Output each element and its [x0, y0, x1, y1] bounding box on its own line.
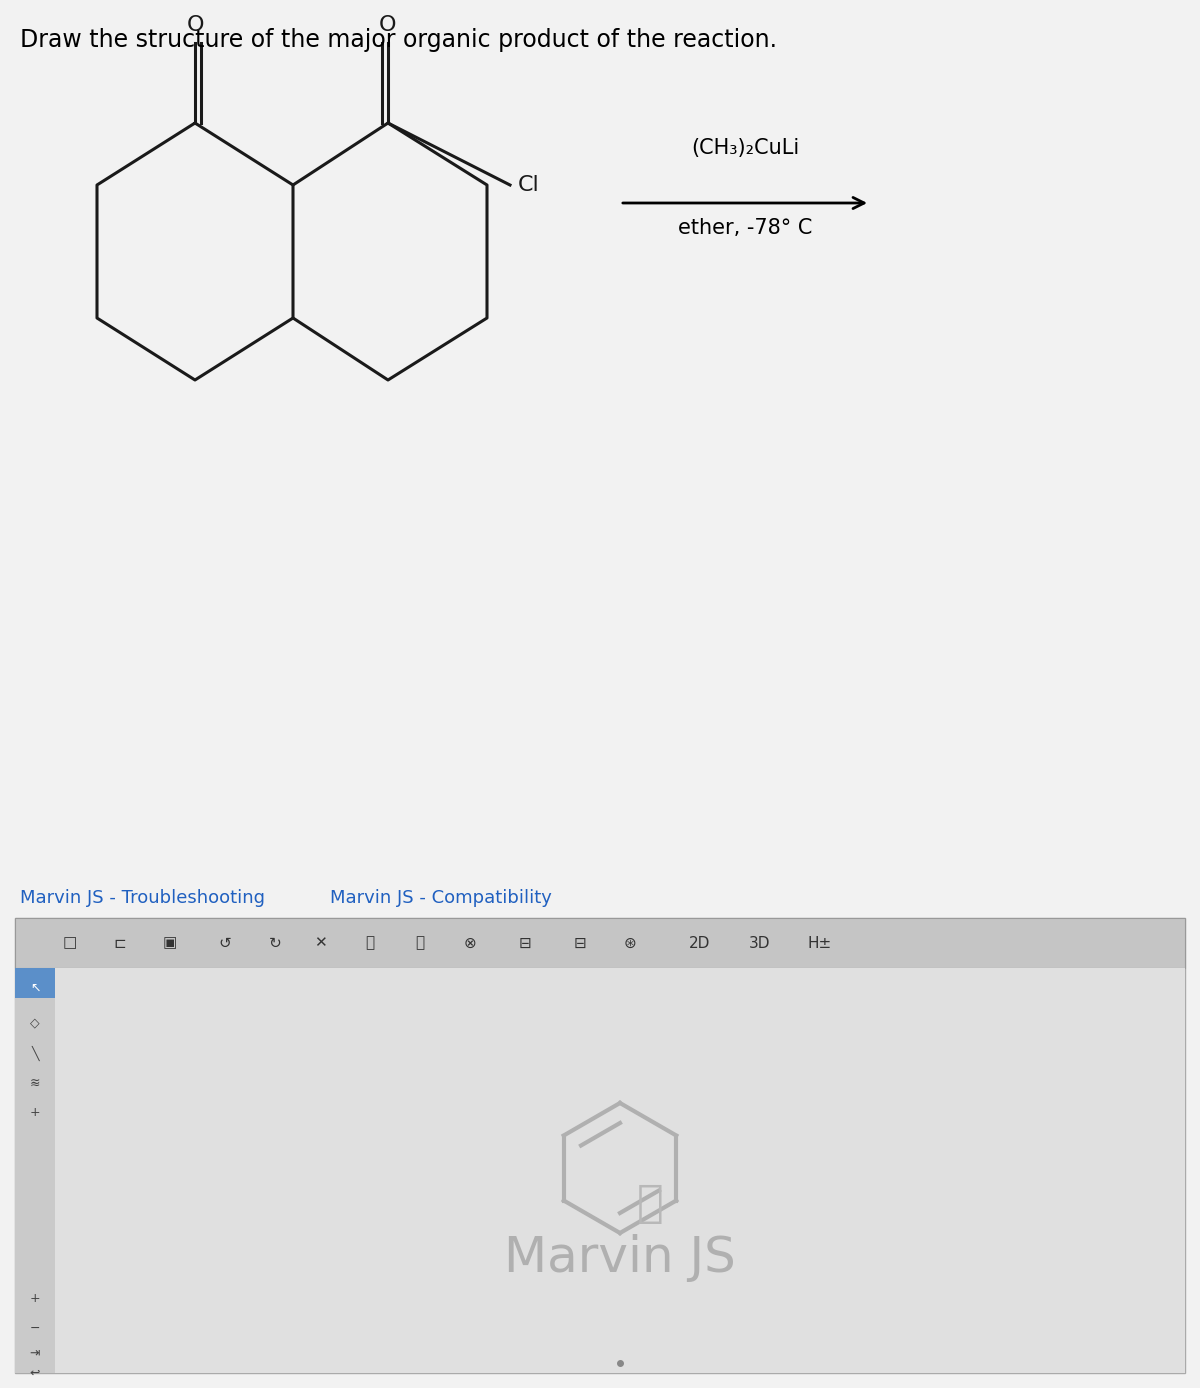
Text: ⊟: ⊟: [518, 936, 532, 951]
Text: +: +: [30, 1291, 41, 1305]
Text: ⊛: ⊛: [624, 936, 636, 951]
Text: O: O: [186, 15, 204, 35]
Text: ⧉: ⧉: [415, 936, 425, 951]
Text: H±: H±: [808, 936, 832, 951]
Bar: [14, 917, 1186, 1373]
Text: Marvin JS: Marvin JS: [504, 1234, 736, 1283]
Text: ↖: ↖: [30, 981, 41, 994]
Text: 🖱: 🖱: [637, 1181, 664, 1224]
Text: ╲: ╲: [31, 1045, 38, 1060]
Text: 2D: 2D: [689, 936, 710, 951]
Text: −: −: [30, 1321, 41, 1334]
Bar: [0, 0, 1200, 917]
Text: ↺: ↺: [218, 936, 232, 951]
Text: +: +: [30, 1106, 41, 1120]
Bar: [14, 917, 1186, 967]
Text: ✕: ✕: [313, 936, 326, 951]
Text: ◇: ◇: [30, 1016, 40, 1030]
Text: Marvin JS - Compatibility: Marvin JS - Compatibility: [330, 888, 552, 906]
Text: Cl: Cl: [518, 175, 540, 194]
Text: ether, -78° C: ether, -78° C: [678, 218, 812, 237]
Text: Draw the structure of the major organic product of the reaction.: Draw the structure of the major organic …: [20, 28, 778, 51]
Text: □: □: [62, 936, 77, 951]
Text: O: O: [379, 15, 397, 35]
Bar: [55, 967, 1186, 1373]
Text: ⧉: ⧉: [366, 936, 374, 951]
Text: 3D: 3D: [749, 936, 770, 951]
Text: ⊟: ⊟: [574, 936, 587, 951]
Text: ▣: ▣: [163, 936, 178, 951]
Text: ≋: ≋: [30, 1077, 41, 1090]
Text: ↩: ↩: [30, 1367, 41, 1380]
Text: ⊏: ⊏: [114, 936, 126, 951]
Text: ⇥: ⇥: [30, 1346, 41, 1359]
Bar: [14, 967, 55, 998]
Text: (CH₃)₂CuLi: (CH₃)₂CuLi: [691, 137, 799, 158]
Bar: [14, 967, 55, 1373]
Text: Marvin JS - Troubleshooting: Marvin JS - Troubleshooting: [20, 888, 265, 906]
Text: ⊗: ⊗: [463, 936, 476, 951]
Text: ↻: ↻: [269, 936, 281, 951]
